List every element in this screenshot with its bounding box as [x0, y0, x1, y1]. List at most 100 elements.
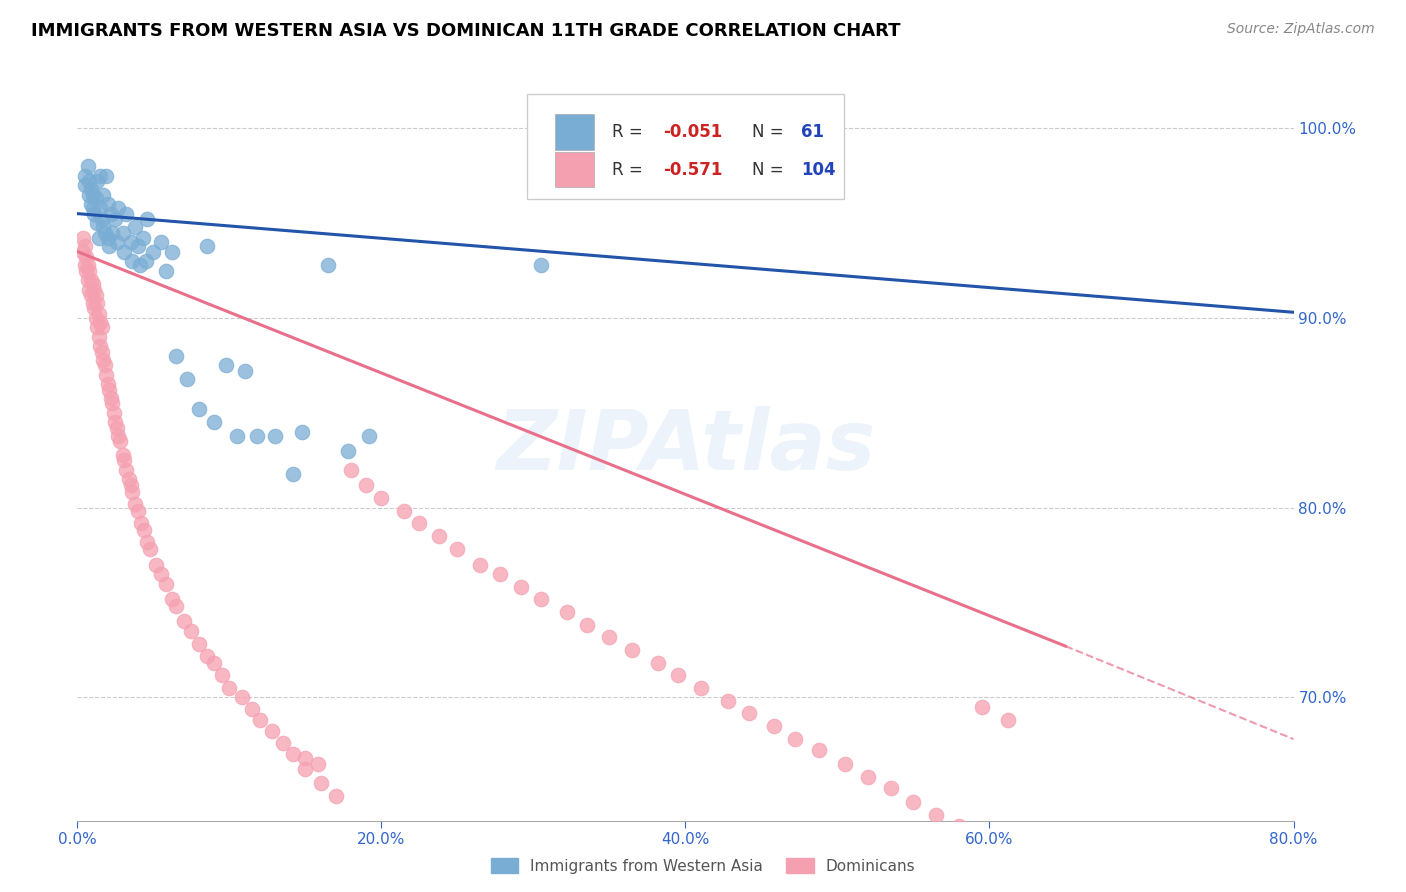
Point [93, 359, 115, 373]
Point [165, 599, 187, 614]
Text: Source: ZipAtlas.com: Source: ZipAtlas.com [1227, 22, 1375, 37]
Point [118, 472, 141, 486]
Point [75, 263, 97, 277]
Point [79, 283, 101, 297]
Point [231, 690, 253, 705]
Point [89, 169, 111, 183]
Text: -0.571: -0.571 [664, 161, 723, 178]
Point [104, 212, 127, 227]
Point [325, 789, 347, 803]
Point [291, 425, 314, 439]
Point [489, 567, 512, 582]
Point [271, 736, 294, 750]
Point [131, 231, 153, 245]
Text: N =: N = [752, 161, 789, 178]
Point [246, 428, 269, 442]
Point [77, 258, 100, 272]
Point [98, 239, 121, 253]
Point [470, 558, 492, 572]
Point [215, 359, 238, 373]
Point [903, 795, 925, 809]
Point [87, 330, 110, 344]
Point [408, 516, 430, 530]
Point [136, 212, 159, 227]
Point [134, 524, 156, 538]
Point [647, 656, 669, 670]
Point [75, 250, 97, 264]
Point [82, 187, 104, 202]
Point [340, 463, 363, 477]
Point [111, 226, 134, 240]
Point [73, 258, 96, 272]
Point [87, 231, 110, 245]
Point [176, 372, 198, 386]
Point [160, 244, 183, 259]
Point [689, 681, 711, 695]
Point [598, 630, 620, 644]
Point [510, 580, 533, 594]
Point [84, 310, 107, 325]
Point [948, 819, 970, 833]
Point [283, 467, 305, 481]
Point [354, 478, 377, 492]
Point [84, 191, 107, 205]
Point [783, 732, 806, 747]
FancyBboxPatch shape [555, 114, 595, 150]
Point [100, 206, 122, 220]
Legend: Immigrants from Western Asia, Dominicans: Immigrants from Western Asia, Dominicans [485, 852, 921, 880]
Point [135, 254, 157, 268]
Point [127, 504, 149, 518]
Point [79, 263, 101, 277]
Point [124, 219, 146, 234]
Point [145, 558, 167, 572]
Point [762, 719, 785, 733]
Point [79, 174, 101, 188]
Point [114, 244, 136, 259]
FancyBboxPatch shape [555, 152, 595, 187]
Point [127, 239, 149, 253]
Point [142, 244, 165, 259]
Point [218, 681, 240, 695]
Text: 61: 61 [801, 123, 824, 141]
Point [80, 288, 103, 302]
Point [180, 624, 202, 638]
Point [124, 497, 146, 511]
Point [202, 656, 225, 670]
Point [101, 396, 124, 410]
Point [249, 713, 271, 727]
Point [107, 201, 129, 215]
Point [925, 808, 948, 822]
Point [104, 415, 127, 429]
Point [108, 434, 131, 449]
Point [530, 591, 553, 606]
Point [211, 667, 233, 681]
Point [90, 345, 112, 359]
Point [294, 763, 316, 777]
Point [129, 516, 152, 530]
Point [149, 235, 172, 249]
Point [77, 273, 100, 287]
Point [91, 219, 114, 234]
Text: ZIPAtlas: ZIPAtlas [496, 406, 875, 486]
Point [80, 273, 103, 287]
Point [90, 320, 112, 334]
Point [89, 339, 111, 353]
Point [86, 216, 108, 230]
Point [173, 615, 195, 629]
Point [72, 244, 94, 259]
Point [970, 699, 993, 714]
Point [160, 591, 183, 606]
Point [530, 258, 553, 272]
Point [83, 283, 105, 297]
Point [621, 643, 644, 657]
Point [316, 258, 339, 272]
Point [86, 174, 108, 188]
Point [73, 178, 96, 193]
Text: IMMIGRANTS FROM WESTERN ASIA VS DOMINICAN 11TH GRADE CORRELATION CHART: IMMIGRANTS FROM WESTERN ASIA VS DOMINICA… [31, 22, 900, 40]
Point [84, 288, 107, 302]
Point [808, 743, 831, 757]
Text: N =: N = [752, 123, 789, 141]
Point [100, 391, 122, 405]
Point [309, 775, 332, 789]
Point [155, 263, 177, 277]
